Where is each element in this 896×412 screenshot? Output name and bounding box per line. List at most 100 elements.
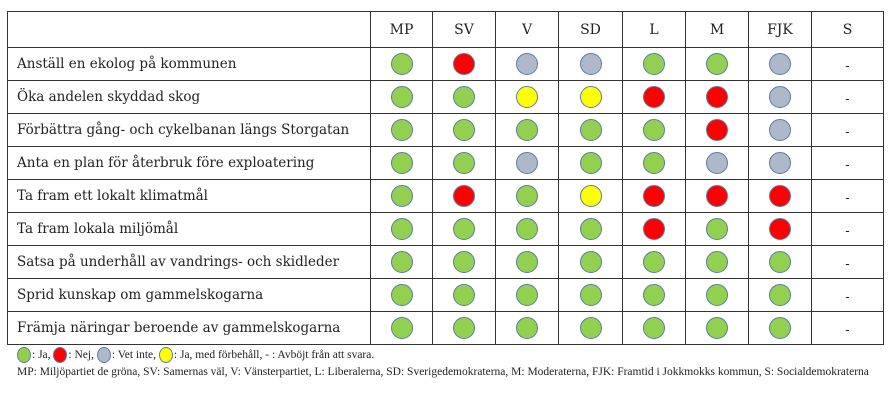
- proposal-label: Ta fram lokala miljömål: [7, 212, 371, 246]
- ja-circle-icon: [516, 185, 538, 207]
- vote-cell: [495, 311, 559, 345]
- legend: : Ja, : Nej, : Vet inte, : Ja, med förbe…: [17, 347, 877, 381]
- green-circle-icon: [17, 347, 31, 364]
- vote-cell: [432, 311, 496, 345]
- gray-circle-icon: [96, 347, 111, 364]
- vote-cell: [622, 179, 686, 213]
- proposal-label: Anställ en ekolog på kommunen: [7, 47, 371, 81]
- proposal-label: Öka andelen skyddad skog: [7, 80, 371, 114]
- ja-circle-icon: [579, 317, 602, 339]
- table-row: Sprid kunskap om gammelskogarna -: [7, 278, 884, 312]
- vote-cell: [495, 212, 559, 246]
- vote-cell: [748, 146, 812, 180]
- vote-cell: [432, 278, 496, 312]
- vote-cell: [685, 47, 749, 81]
- vote-cell: [495, 113, 559, 147]
- party-header: S: [811, 11, 884, 48]
- vote-cell: [622, 80, 686, 114]
- vote-cell: [622, 278, 686, 312]
- nej-circle-icon: [643, 86, 665, 108]
- vote-cell: [370, 80, 433, 114]
- ja-circle-icon: [390, 251, 413, 273]
- vote-cell: [370, 245, 433, 279]
- vote-cell: [558, 80, 623, 114]
- vet-inte-circle-icon: [769, 86, 791, 108]
- vote-cell: [622, 146, 686, 180]
- vote-cell: [432, 212, 496, 246]
- ja-circle-icon: [453, 152, 475, 174]
- vote-cell: [685, 212, 749, 246]
- vote-cell: -: [811, 146, 884, 180]
- nej-circle-icon: [769, 218, 791, 240]
- ja-circle-icon: [579, 119, 602, 141]
- vet-inte-circle-icon: [516, 53, 538, 75]
- declined-mark: -: [845, 190, 850, 206]
- ja-circle-icon: [453, 119, 475, 141]
- vote-cell: -: [811, 179, 884, 213]
- vote-cell: [432, 179, 496, 213]
- table-row: Förbättra gång- och cykelbanan längs Sto…: [7, 113, 884, 147]
- declined-mark: -: [845, 58, 850, 74]
- vote-cell: [685, 80, 749, 114]
- vote-cell: -: [811, 278, 884, 312]
- yellow-circle-icon: [158, 347, 173, 364]
- ja-circle-icon: [453, 284, 475, 306]
- party-header: SD: [558, 11, 623, 48]
- party-header: V: [495, 11, 559, 48]
- ja-circle-icon: [453, 317, 475, 339]
- vote-cell: [558, 245, 623, 279]
- vote-cell: [748, 278, 812, 312]
- vet-inte-circle-icon: [769, 152, 791, 174]
- ja-circle-icon: [453, 218, 475, 240]
- ja-circle-icon: [706, 317, 728, 339]
- vote-cell: [748, 113, 812, 147]
- table-row: Öka andelen skyddad skog -: [7, 80, 884, 114]
- empty-header: [7, 11, 371, 48]
- vote-cell: [558, 47, 623, 81]
- vote-cell: [558, 311, 623, 345]
- ja-circle-icon: [390, 86, 413, 108]
- vote-cell: [685, 278, 749, 312]
- proposal-label: Främja näringar beroende av gammelskogar…: [7, 311, 371, 345]
- vote-cell: [558, 179, 623, 213]
- vote-cell: [685, 113, 749, 147]
- vote-cell: [558, 278, 623, 312]
- ja-circle-icon: [706, 53, 728, 75]
- ja-circle-icon: [516, 119, 538, 141]
- ja-circle-icon: [453, 251, 475, 273]
- table-row: Ta fram ett lokalt klimatmål -: [7, 179, 884, 213]
- nej-circle-icon: [453, 53, 475, 75]
- proposal-label: Satsa på underhåll av vandrings- och ski…: [7, 245, 371, 279]
- legend-vet-inte: : Vet inte,: [111, 349, 157, 361]
- forbehall-circle-icon: [579, 185, 602, 207]
- vote-cell: [558, 212, 623, 246]
- declined-mark: -: [845, 91, 850, 107]
- proposal-label: Sprid kunskap om gammelskogarna: [7, 278, 371, 312]
- vote-cell: [370, 146, 433, 180]
- vote-cell: [685, 146, 749, 180]
- vote-cell: [558, 113, 623, 147]
- vet-inte-circle-icon: [769, 53, 791, 75]
- vote-cell: [370, 47, 433, 81]
- vote-cell: -: [811, 212, 884, 246]
- vote-cell: [370, 113, 433, 147]
- vote-cell: [558, 146, 623, 180]
- ja-circle-icon: [579, 284, 602, 306]
- red-circle-icon: [53, 347, 68, 364]
- ja-circle-icon: [390, 119, 413, 141]
- vote-cell: [685, 311, 749, 345]
- ja-circle-icon: [769, 284, 791, 306]
- forbehall-circle-icon: [516, 86, 538, 108]
- vote-cell: [748, 179, 812, 213]
- table-row: Anställ en ekolog på kommunen -: [7, 47, 884, 81]
- ja-circle-icon: [579, 152, 602, 174]
- party-header: L: [622, 11, 686, 48]
- vote-cell: [748, 47, 812, 81]
- ja-circle-icon: [453, 86, 475, 108]
- ja-circle-icon: [706, 218, 728, 240]
- vote-cell: -: [811, 47, 884, 81]
- nej-circle-icon: [643, 218, 665, 240]
- legend-abbreviations: MP: Miljöpartiet de gröna, SV: Samernas …: [17, 366, 869, 378]
- nej-circle-icon: [706, 86, 728, 108]
- vote-cell: [495, 146, 559, 180]
